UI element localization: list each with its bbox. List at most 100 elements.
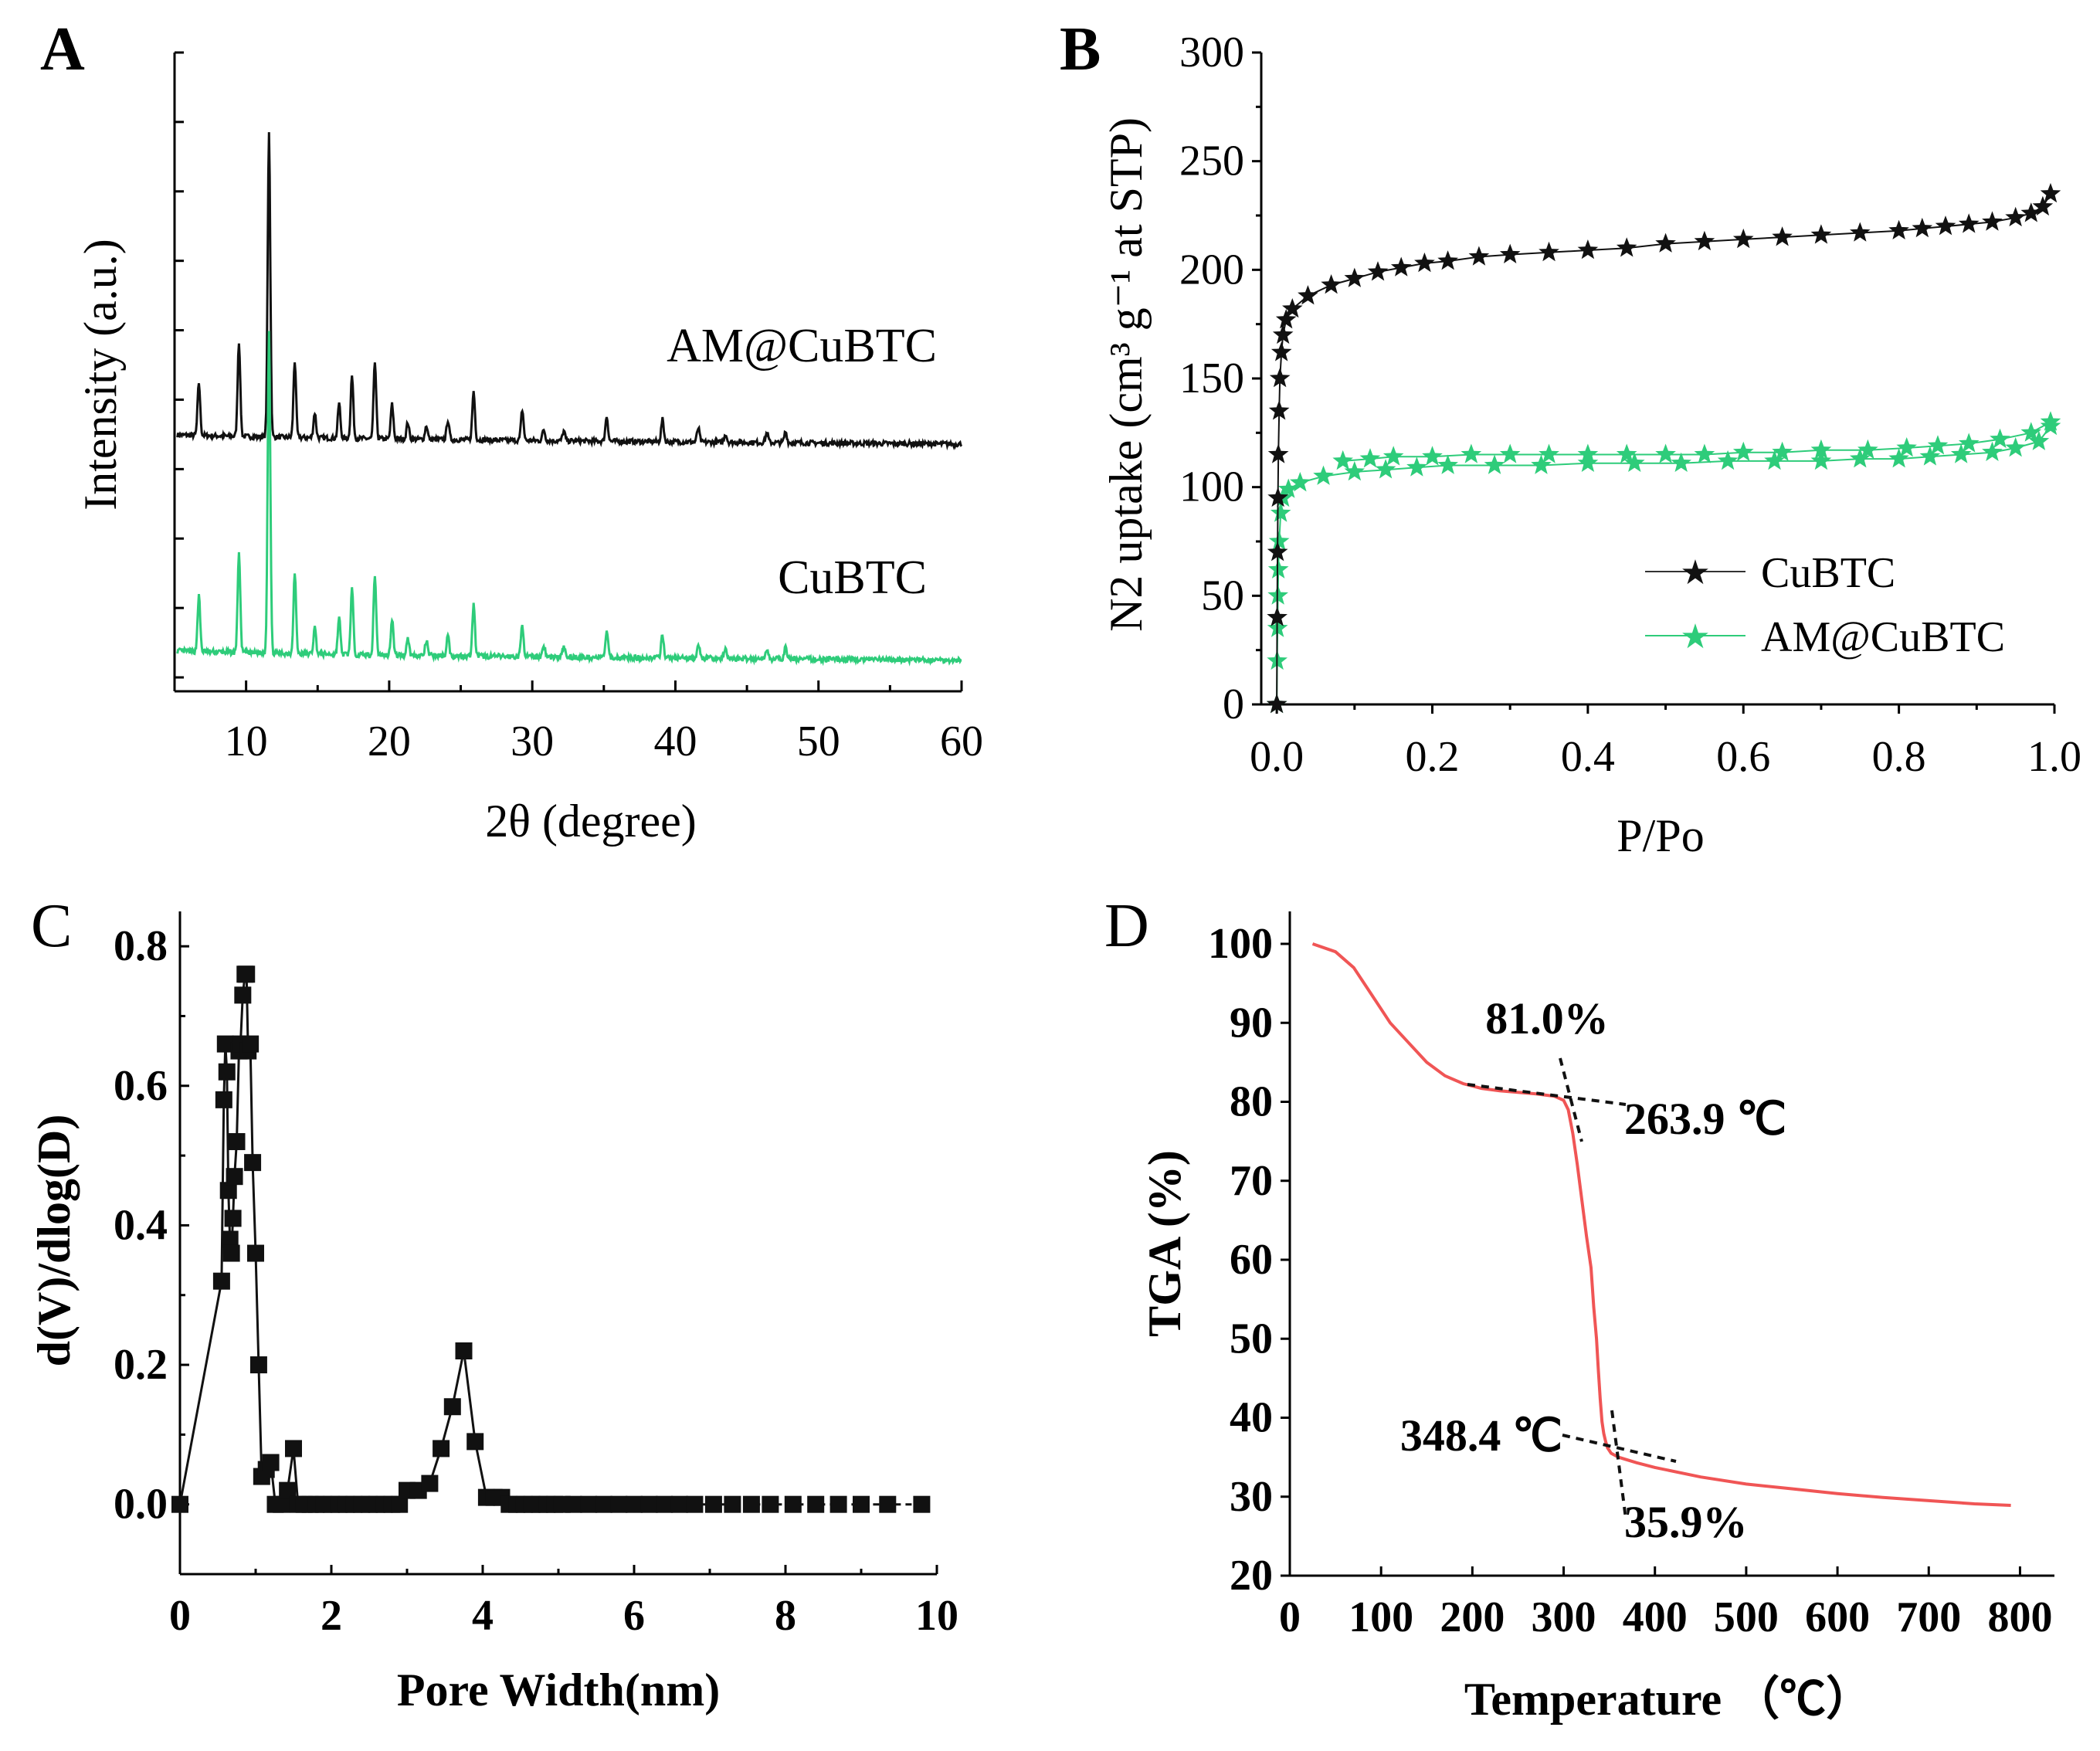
am-cubtc-desorption-point — [2020, 422, 2042, 442]
panel-c-point — [244, 1154, 262, 1172]
am-cubtc-adsorption-point — [1531, 454, 1552, 474]
panel-b-legend: ★ CuBTC ★ AM@CuBTC — [1645, 549, 2005, 661]
panel-c-point — [626, 1495, 643, 1513]
panel-a-x-tick-label: 20 — [368, 718, 411, 765]
panel-c-point — [879, 1495, 897, 1513]
panel-d-y-tick-label: 100 — [1208, 920, 1273, 968]
panel-c-point — [853, 1495, 870, 1513]
am-cubtc-adsorption-point — [1267, 558, 1289, 579]
panel-c-y-tick-label: 0.8 — [114, 922, 168, 970]
cubtc-isotherm-point — [1539, 241, 1559, 262]
am-cubtc-adsorption-point — [1888, 448, 1909, 468]
panel-a-x-tick-label: 30 — [511, 718, 554, 765]
legend-label-am: AM@CuBTC — [1761, 613, 2005, 661]
panel-d-x-tick-label: 400 — [1623, 1593, 1688, 1641]
cubtc-isotherm-point — [1269, 368, 1291, 388]
cubtc-isotherm-point — [1732, 228, 1754, 249]
panel-c-point — [226, 1168, 243, 1186]
am-cubtc-adsorption-point — [1313, 465, 1334, 485]
am-cubtc-adsorption-point — [1624, 452, 1645, 472]
panel-c-point — [670, 1495, 688, 1513]
cubtc-isotherm-point — [1912, 217, 1933, 238]
panel-c-point — [222, 1244, 240, 1262]
panel-c-point — [565, 1495, 582, 1513]
panel-c-ticks: 0.0 0.2 0.4 0.6 0.8 0 2 4 6 8 10 — [114, 922, 958, 1640]
cubtc-isotherm-point — [1282, 298, 1303, 318]
panel-d-tga-curve — [1311, 942, 2011, 1507]
cubtc-isotherm-point — [1266, 694, 1287, 714]
panel-a-ticks: 10 20 30 40 50 60 — [175, 51, 983, 765]
panel-c-curves — [171, 965, 931, 1513]
panel-b-y-tick-label: 200 — [1179, 246, 1244, 294]
am-cubtc-desorption-point — [1382, 446, 1404, 466]
annotation-348-4-c: 348.4 ℃ — [1400, 1410, 1562, 1461]
cubtc-isotherm-point — [2005, 206, 2026, 227]
am-cubtc-adsorption-point — [1270, 502, 1291, 522]
am-cubtc-desorption-point — [1539, 443, 1559, 463]
tangent-drop-upper — [1559, 1057, 1583, 1142]
annotation-263-9-c: 263.9 ℃ — [1624, 1094, 1786, 1144]
panel-c-point — [273, 1495, 290, 1513]
panel-b-y-title: N2 uptake (cm³ g⁻¹ at STP) — [1101, 117, 1152, 632]
am-cubtc-desorption-point — [2040, 411, 2061, 431]
am-cubtc-desorption-point — [1499, 443, 1521, 463]
legend-star-cubtc: ★ — [1680, 553, 1710, 592]
panel-c-y-title: d(V)/dlog(D) — [29, 1115, 80, 1367]
panel-c-point — [285, 1440, 302, 1457]
panel-a-x-title: 2θ (degree) — [485, 796, 697, 847]
am-cubtc-desorption-point — [1810, 439, 1832, 460]
am-cubtc-adsorption-point — [1950, 443, 1972, 463]
panel-a-x-tick-label: 60 — [940, 718, 983, 765]
panel-c-point — [443, 1398, 461, 1416]
panel-b-y-tick-label: 50 — [1201, 572, 1244, 619]
panel-c-point — [595, 1495, 612, 1513]
panel-b-y-tick-label: 150 — [1179, 355, 1244, 402]
panel-d-x-title: Temperature （℃） — [1464, 1673, 1872, 1725]
cubtc-isotherm-point — [1267, 487, 1288, 507]
panel-b-y-tick-label: 100 — [1179, 463, 1244, 511]
cubtc-isotherm-point — [1958, 213, 1980, 233]
am-cubtc-adsorption-point — [1919, 446, 1941, 466]
panel-d-x-tick-label: 800 — [1987, 1593, 2052, 1641]
panel-b: B 0 50 100 150 200 250 300 0.0 0.2 0.4 0.6 0.8 1.0 ★… — [1060, 15, 2081, 861]
panel-c-point — [215, 1091, 232, 1108]
am-cubtc-desorption-point — [1958, 433, 1980, 453]
cubtc-isotherm-point — [1888, 219, 1909, 239]
am-cubtc-desorption-point — [1732, 441, 1754, 461]
panel-d-y-tick-label: 50 — [1230, 1315, 1273, 1362]
panel-c: C 0.00.20.40.60.80 2 4 6 8 10 Pore Width(nm) … — [29, 892, 958, 1715]
cubtc-isotherm-point — [1267, 443, 1289, 463]
panel-c-y-tick-label: 0.6 — [114, 1062, 168, 1110]
panel-c-point — [610, 1495, 628, 1513]
panel-b-y-tick-label: 0 — [1223, 680, 1244, 728]
panel-c-point — [238, 965, 256, 983]
panel-d-tangent-lines — [1467, 1057, 1677, 1519]
cubtc-isotherm-point — [2032, 195, 2054, 216]
cubtc-isotherm-point — [1267, 541, 1288, 562]
cubtc-isotherm-point — [1935, 215, 1956, 236]
am-cubtc-desorption-point — [1422, 446, 1443, 466]
cubtc-isotherm-point — [1577, 239, 1599, 260]
panel-d-y-title: TGA (%) — [1139, 1150, 1190, 1337]
panel-d-y-tick-label: 90 — [1230, 999, 1273, 1047]
cubtc-isotherm-point — [1437, 250, 1458, 270]
panel-c-point — [247, 1244, 264, 1262]
am-cubtc-adsorption-point — [1375, 459, 1396, 479]
am-cubtc-adsorption-point — [1437, 454, 1458, 474]
panel-c-point — [704, 1495, 722, 1513]
am-cubtc-adsorption-point — [1717, 450, 1739, 470]
cubtc-isotherm-point — [1616, 237, 1637, 257]
panel-d-x-tick-label: 300 — [1532, 1593, 1596, 1641]
cubtc-isotherm-point — [1298, 285, 1318, 305]
panel-a: A 10 20 30 40 50 60 AM@CuBTC CuBTC 2θ (degree… — [40, 15, 983, 847]
panel-b-x-tick-label: 0.8 — [1872, 733, 1926, 781]
am-cubtc-adsorption-point — [1982, 441, 2003, 461]
panel-d-x-tick-label: 0 — [1279, 1593, 1301, 1641]
panel-b-x-title: P/Po — [1617, 810, 1704, 861]
panel-c-x-tick-label: 0 — [169, 1592, 191, 1640]
panel-c-point — [807, 1495, 825, 1513]
panel-b-x-tick-label: 0.6 — [1716, 733, 1770, 781]
tangent-drop-lower — [1610, 1410, 1627, 1519]
tangent-plateau-lower — [1562, 1434, 1677, 1463]
panel-d-x-tick-label: 200 — [1440, 1593, 1505, 1641]
